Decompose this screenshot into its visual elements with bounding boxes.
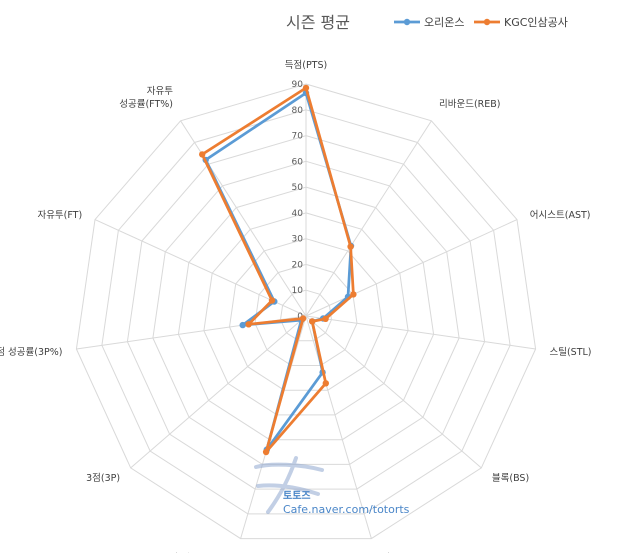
series-layer <box>199 84 357 456</box>
grid-ring <box>203 212 409 416</box>
watermark-logo-icon <box>254 456 324 514</box>
legend-item: KGC인삼공사 <box>474 16 568 29</box>
grid-ring <box>101 109 511 515</box>
tick-label: 10 <box>292 286 304 296</box>
grid-ring <box>228 238 384 391</box>
axis-label: 블록(BS) <box>492 473 529 484</box>
watermark-url: Cafe.naver.com/totorts <box>283 503 410 516</box>
data-point <box>347 243 354 250</box>
data-point <box>245 321 252 328</box>
axis-label: 득점(PTS) <box>285 59 327 71</box>
legend: 오리온스 KGC인삼공사 <box>394 16 568 29</box>
legend-swatch-marker <box>483 18 491 26</box>
tick-label: 30 <box>292 235 304 245</box>
data-point <box>302 84 310 92</box>
watermark-title: 토토즈 <box>283 490 311 502</box>
data-point <box>239 321 246 329</box>
data-point <box>268 297 276 304</box>
axis-label: 자유투 성공률(FT%) <box>119 86 173 110</box>
legend-item: 오리온스 <box>394 16 464 29</box>
radial-tick-labels: 0 10 20 30 40 50 60 70 80 90 <box>292 80 304 322</box>
grid-spoke <box>305 315 372 539</box>
series-group <box>202 89 355 453</box>
tick-label: 80 <box>292 106 304 116</box>
data-point <box>299 315 307 322</box>
data-point <box>322 380 329 387</box>
radar-grid <box>75 83 537 540</box>
grid-ring <box>152 160 460 465</box>
tick-label: 90 <box>292 80 304 90</box>
tick-label: 70 <box>292 132 304 142</box>
grid-ring <box>279 289 333 342</box>
tick-label: 0 <box>297 312 303 322</box>
data-point <box>350 291 357 298</box>
chart-title: 시즌 평균 <box>286 13 350 32</box>
data-point <box>322 315 329 322</box>
grid-ring <box>254 263 358 366</box>
tick-label: 60 <box>292 157 304 167</box>
axis-label: 3점(3P) <box>86 472 120 484</box>
series-line <box>204 91 353 451</box>
watermark: 토토즈 Cafe.naver.com/totorts <box>254 456 410 516</box>
data-point <box>309 318 316 325</box>
grid-spoke <box>305 219 518 317</box>
tick-label: 20 <box>292 260 304 270</box>
axis-label: 자유투(FT) <box>37 210 82 221</box>
tick-label: 50 <box>292 183 304 193</box>
grid-ring <box>75 83 537 540</box>
data-point <box>262 448 270 456</box>
series-line <box>200 86 355 454</box>
axis-label: 스틸(STL) <box>550 346 592 358</box>
axis-label: 3점 성공률(3P%) <box>0 346 63 358</box>
grid-spoke <box>305 315 536 350</box>
grid-spoke <box>130 315 307 469</box>
legend-label: 오리온스 <box>424 16 464 29</box>
grid-spoke <box>305 315 482 469</box>
legend-swatch-marker <box>403 18 411 26</box>
series-group <box>199 84 357 456</box>
axis-label: 어시스트(AST) <box>530 210 591 221</box>
legend-label: KGC인삼공사 <box>504 16 568 29</box>
grid-spoke <box>305 120 432 317</box>
data-point <box>199 151 206 158</box>
axis-label: 리바운드(REB) <box>439 99 501 110</box>
grid-ring <box>177 186 435 441</box>
tick-label: 40 <box>292 209 304 219</box>
